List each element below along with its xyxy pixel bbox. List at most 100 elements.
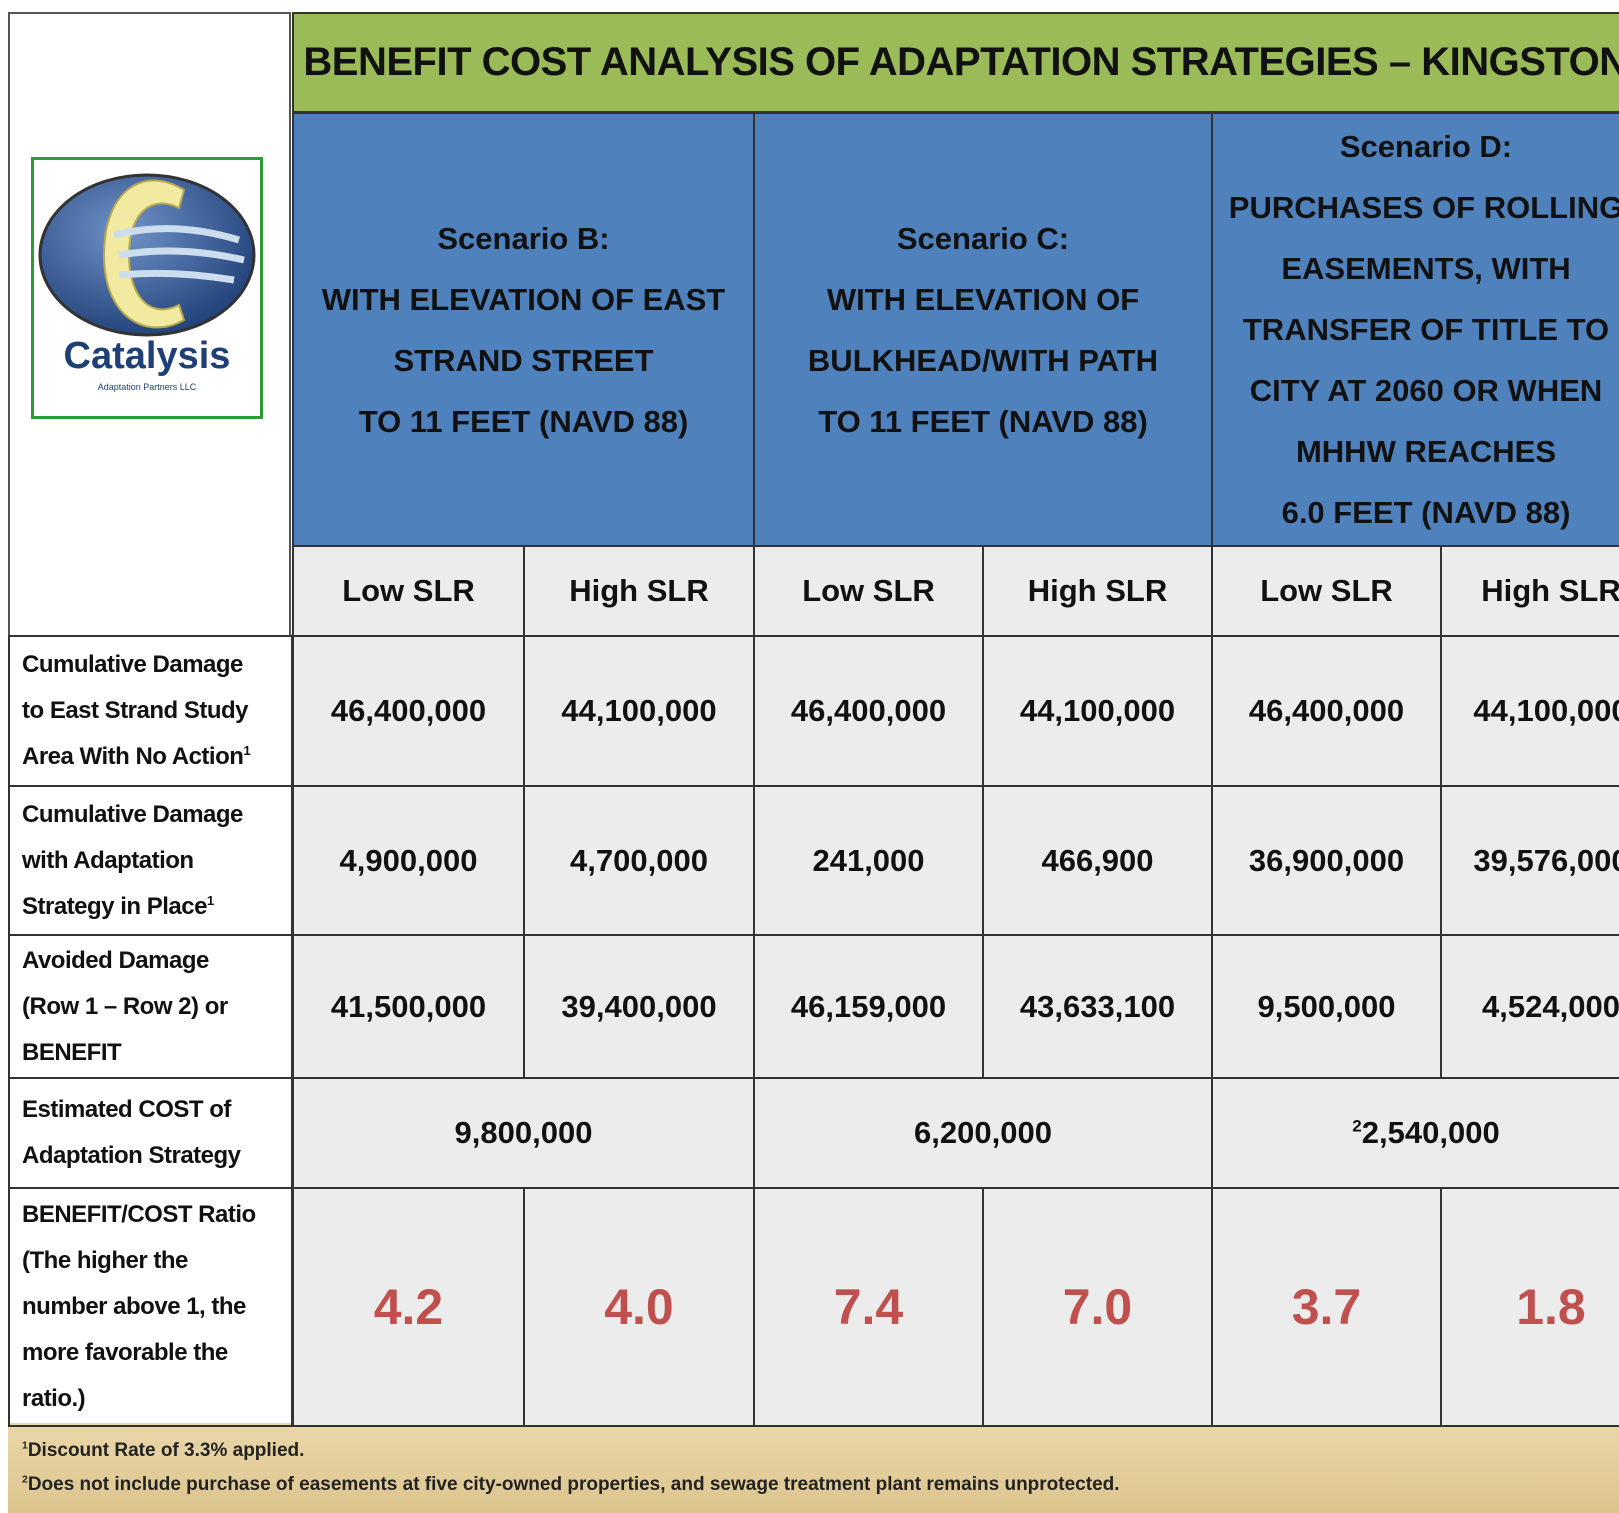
cost-cell: 9,800,000 (292, 1077, 755, 1189)
logo: Catalysis Adaptation Partners LLC (31, 157, 263, 419)
scenario-line: CITY AT 2060 OR WHEN (1249, 373, 1603, 408)
scenario-line: EASEMENTS, WITH (1281, 251, 1571, 286)
value: 4,900,000 (339, 842, 478, 878)
ratio-cell: 7.4 (753, 1187, 984, 1427)
ratio-cell: 4.2 (292, 1187, 525, 1427)
scenario-line: TO 11 FEET (NAVD 88) (818, 403, 1148, 439)
value: 46,400,000 (330, 693, 487, 728)
scenario-label: Scenario D: (1339, 129, 1513, 164)
row-label-line: Area With No Action1 (22, 743, 251, 770)
footnote-mark: 2 (22, 1474, 28, 1486)
value: 43,633,100 (1019, 988, 1176, 1024)
row-label-line: (Row 1 – Row 2) or (22, 992, 228, 1020)
column-header-text: High SLR (1027, 573, 1168, 608)
value: 46,400,000 (1248, 693, 1405, 728)
row-label-line: Cumulative Damage (22, 800, 243, 828)
column-header-text: Low SLR (802, 573, 935, 608)
column-header-text: High SLR (1481, 573, 1619, 608)
footnote-text: Does not include purchase of easements a… (27, 1474, 1120, 1495)
ratio-cell: 3.7 (1211, 1187, 1442, 1427)
ratio-value: 3.7 (1291, 1279, 1362, 1335)
ratio-value: 1.8 (1516, 1279, 1586, 1335)
row-label: Cumulative Damage with Adaptation Strategy… (8, 785, 293, 936)
value-cell: 4,700,000 (523, 785, 755, 936)
column-header-text: High SLR (569, 573, 709, 608)
scenario-line: WITH ELEVATION OF EAST (321, 281, 726, 317)
row-label-line: BENEFIT (22, 1038, 122, 1066)
row-label-line: Strategy in Place1 (22, 892, 214, 920)
row-label-line: Estimated COST of (22, 1096, 231, 1123)
cost-value: 2,540,000 (1361, 1115, 1500, 1150)
row-label-line: Avoided Damage (22, 946, 209, 974)
scenario-line: BULKHEAD/WITH PATH (807, 342, 1159, 378)
column-header: Low SLR (1211, 545, 1442, 637)
ratio-value: 4.2 (373, 1279, 444, 1335)
column-header-text: Low SLR (342, 573, 475, 608)
column-header: High SLR (1440, 545, 1619, 637)
value: 46,400,000 (790, 693, 947, 728)
logo-swoosh (113, 225, 245, 284)
row-label-line: to East Strand Study (22, 697, 249, 724)
cost-text: 6,200,000 (914, 1115, 1052, 1151)
row-label-line: Adaptation Strategy (22, 1142, 241, 1169)
row-label-line: with Adaptation (22, 846, 194, 874)
row-label-line: BENEFIT/COST Ratio (22, 1201, 256, 1228)
scenario-label: Scenario B: (437, 220, 610, 256)
row-label-line: (The higher the (22, 1247, 188, 1274)
ratio-cell: 4.0 (523, 1187, 755, 1427)
cost-value: 9,800,000 (454, 1115, 593, 1150)
footnote-mark: 1 (22, 1440, 28, 1452)
column-header: Low SLR (753, 545, 984, 637)
value-cell: 36,900,000 (1211, 785, 1442, 936)
value: 44,100,000 (1019, 693, 1176, 728)
value: 4,524,000 (1482, 988, 1619, 1024)
value: 36,900,000 (1248, 842, 1405, 878)
ratio-cell: 7.0 (982, 1187, 1213, 1427)
title: BENEFIT COST ANALYSIS OF ADAPTATION STRA… (292, 12, 1619, 113)
scenario-label: Scenario C: (896, 220, 1070, 256)
scenario-header: Scenario C: WITH ELEVATION OF BULKHEAD/WIT… (753, 112, 1213, 547)
value: 4,700,000 (570, 842, 708, 878)
value: 41,500,000 (330, 988, 487, 1024)
value: 39,576,000 (1473, 842, 1619, 878)
value-cell: 43,633,100 (982, 934, 1213, 1079)
cost-text: 9,800,000 (455, 1115, 593, 1151)
value-cell: 9,500,000 (1211, 934, 1442, 1079)
row-label-line: Cumulative Damage (22, 651, 243, 678)
value-cell: 466,900 (982, 785, 1213, 936)
column-header: Low SLR (292, 545, 525, 637)
scenario-line: TO 11 FEET (NAVD 88) (358, 403, 689, 439)
column-header-text: Low SLR (1260, 573, 1393, 608)
value: 46,159,000 (790, 988, 947, 1024)
value-cell: 46,159,000 (753, 934, 984, 1079)
ratio-value: 4.0 (604, 1279, 674, 1335)
value-cell: 46,400,000 (1211, 635, 1442, 787)
footnote-mark: 1 (243, 743, 251, 758)
value: 9,500,000 (1257, 988, 1396, 1024)
value-cell: 241,000 (753, 785, 984, 936)
row-label: BENEFIT/COST Ratio (The higher the number … (8, 1187, 293, 1427)
value: 44,100,000 (561, 693, 717, 728)
cost-cell: 6,200,000 (753, 1077, 1213, 1189)
column-header: High SLR (982, 545, 1213, 637)
cost-cell: 22,540,000 (1211, 1077, 1619, 1189)
value-cell: 4,900,000 (292, 785, 525, 936)
logo-subtitle: Adaptation Partners LLC (97, 382, 197, 392)
row-label: Cumulative Damage to East Strand Study Are… (8, 635, 293, 787)
value-cell: 44,100,000 (523, 635, 755, 787)
row-label: Avoided Damage (Row 1 – Row 2) or BENEFIT (8, 934, 293, 1079)
value: 44,100,000 (1473, 693, 1619, 728)
row-label-line: number above 1, the (22, 1293, 246, 1320)
logo-name: Catalysis (63, 335, 231, 377)
logo-graphic (38, 173, 256, 337)
scenario-line: 6.0 FEET (NAVD 88) (1281, 495, 1571, 530)
value-cell: 44,100,000 (1440, 635, 1619, 787)
footnote-mark: 1 (206, 892, 214, 908)
ratio-value: 7.0 (1062, 1279, 1133, 1335)
row-label: Estimated COST of Adaptation Strategy (8, 1077, 293, 1189)
footnote: 2Does not include purchase of easements … (22, 1474, 1120, 1496)
scenario-line: MHHW REACHES (1295, 434, 1557, 469)
scenario-line: TRANSFER OF TITLE TO (1242, 312, 1610, 347)
